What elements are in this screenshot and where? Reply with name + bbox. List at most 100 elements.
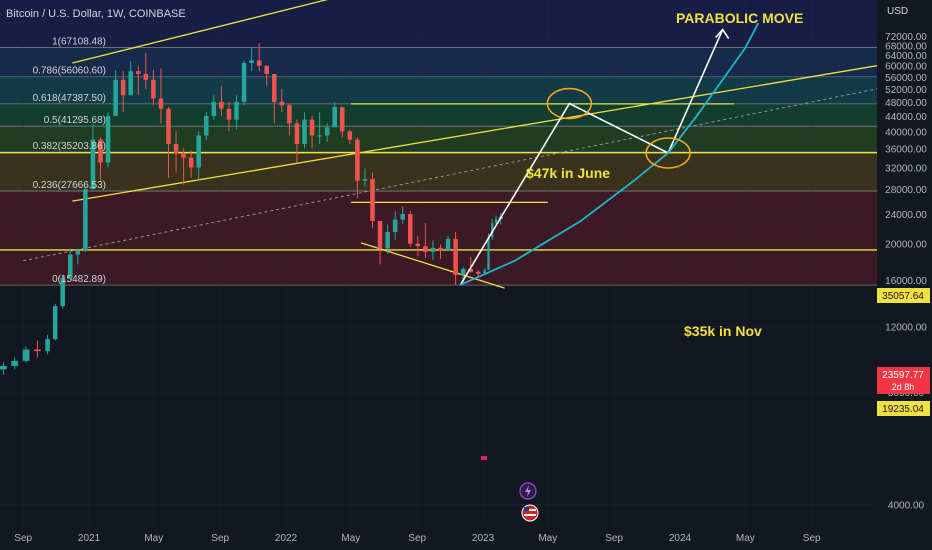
candle-body bbox=[453, 238, 458, 275]
candle-body bbox=[415, 243, 421, 247]
candle-body bbox=[256, 60, 262, 66]
time-tick-label: May bbox=[144, 533, 163, 544]
candle-body bbox=[75, 250, 81, 255]
candle-body bbox=[173, 143, 179, 153]
candle-body bbox=[355, 139, 360, 181]
candle-body bbox=[52, 306, 58, 340]
price-tick-label: 4000.00 bbox=[888, 500, 925, 511]
candle-body bbox=[302, 119, 307, 144]
price-tick-label: 56000.00 bbox=[885, 73, 927, 84]
candle-body bbox=[324, 127, 330, 136]
svg-text:35057.64: 35057.64 bbox=[882, 291, 924, 302]
annotation-june: $47k in June bbox=[526, 165, 610, 181]
price-tick-label: 64000.00 bbox=[885, 51, 927, 62]
time-tick-label: 2023 bbox=[472, 533, 495, 544]
projection-arrowhead bbox=[715, 28, 730, 39]
candle-body bbox=[188, 157, 194, 168]
fib-band bbox=[0, 103, 877, 127]
candle-body bbox=[98, 139, 103, 163]
candle-body bbox=[60, 277, 65, 307]
time-tick-label: Sep bbox=[408, 533, 426, 544]
fib-level-label: 0.236(27666.53) bbox=[33, 180, 106, 191]
drawings bbox=[459, 22, 760, 286]
candles bbox=[0, 43, 503, 375]
candle-body bbox=[226, 108, 232, 120]
candle-body bbox=[219, 101, 224, 109]
target-ellipse bbox=[546, 87, 593, 120]
candle-body bbox=[377, 221, 383, 249]
price-badge-current: 23597.77 2d 8h bbox=[877, 367, 930, 394]
candle-body bbox=[430, 247, 436, 252]
price-tick-label: 40000.00 bbox=[885, 127, 927, 138]
fib-band bbox=[0, 152, 877, 192]
lightning-icon[interactable] bbox=[519, 482, 537, 500]
candle-body bbox=[317, 135, 322, 137]
candle-body bbox=[45, 339, 50, 352]
candle-body bbox=[249, 60, 254, 64]
candle-body bbox=[494, 218, 498, 224]
candle-body bbox=[408, 214, 413, 244]
price-badge-35k: 35057.64 bbox=[877, 288, 930, 303]
candle-body bbox=[340, 106, 345, 132]
candle-body bbox=[181, 152, 186, 158]
candle-body bbox=[287, 105, 292, 124]
price-tick-label: 44000.00 bbox=[885, 112, 927, 123]
channel-bottom-line bbox=[72, 65, 878, 202]
candle-body bbox=[120, 79, 126, 96]
candle-body bbox=[487, 237, 490, 270]
candle-body bbox=[22, 349, 30, 361]
price-tick-label: 52000.00 bbox=[885, 85, 927, 96]
candle-body bbox=[438, 247, 443, 251]
time-axis: Sep 2021 May Sep 2022 May Sep 2023 May Sep 2024 May… bbox=[14, 533, 821, 544]
candle-body bbox=[347, 131, 353, 140]
price-tick-label: 16000.00 bbox=[885, 276, 927, 287]
event-marker bbox=[481, 456, 487, 460]
flag-event-icon[interactable] bbox=[521, 504, 539, 522]
time-tick-label: Sep bbox=[803, 533, 821, 544]
candle-body bbox=[34, 349, 41, 352]
time-tick-label: Sep bbox=[211, 533, 229, 544]
price-tick-label: 24000.00 bbox=[885, 210, 927, 221]
price-tick-label: 20000.00 bbox=[885, 240, 927, 251]
price-tick-label: 68000.00 bbox=[885, 41, 927, 52]
candle-body bbox=[332, 106, 337, 128]
fib-level-label: 1(67108.48) bbox=[52, 37, 106, 48]
candle-body bbox=[204, 115, 209, 136]
candle-body bbox=[400, 214, 405, 220]
candle-body bbox=[445, 238, 451, 251]
candle-body bbox=[158, 98, 164, 109]
annotation-parabolic: PARABOLIC MOVE bbox=[676, 10, 803, 26]
candle-body bbox=[90, 139, 96, 190]
candle-body bbox=[0, 365, 7, 370]
time-tick-label: 2024 bbox=[669, 533, 692, 544]
parabola-curve bbox=[459, 22, 760, 286]
fib-level-label: 0.786(56060.60) bbox=[33, 66, 106, 77]
candle-body bbox=[468, 269, 473, 272]
fib-level-label: 0.618(47387.50) bbox=[33, 93, 106, 104]
candle-body bbox=[476, 271, 481, 274]
svg-text:23597.77: 23597.77 bbox=[882, 370, 924, 381]
candle-body bbox=[309, 119, 315, 136]
fib-level-label: 0.5(41295.68) bbox=[44, 115, 106, 126]
chart-title: Bitcoin / U.S. Dollar, 1W, COINBASE bbox=[6, 8, 186, 20]
price-tick-label: 12000.00 bbox=[885, 322, 927, 333]
candle-body bbox=[136, 71, 141, 74]
candle-body bbox=[460, 269, 466, 275]
candle-body bbox=[196, 135, 201, 168]
candle-body bbox=[392, 219, 398, 232]
candle-body bbox=[11, 360, 19, 366]
candle-body bbox=[385, 231, 390, 249]
time-tick-label: Sep bbox=[14, 533, 32, 544]
fib-band-top bbox=[0, 0, 877, 48]
price-tick-label: 32000.00 bbox=[885, 164, 927, 175]
time-tick-label: May bbox=[736, 533, 755, 544]
candle-body bbox=[83, 189, 88, 251]
candle-body bbox=[294, 123, 300, 144]
price-tick-label: 36000.00 bbox=[885, 144, 927, 155]
fib-bands bbox=[0, 0, 877, 286]
candle-body bbox=[105, 115, 111, 163]
candle-body bbox=[423, 246, 428, 252]
svg-text:2d 8h: 2d 8h bbox=[892, 382, 915, 392]
price-tick-label: 72000.00 bbox=[885, 32, 927, 43]
